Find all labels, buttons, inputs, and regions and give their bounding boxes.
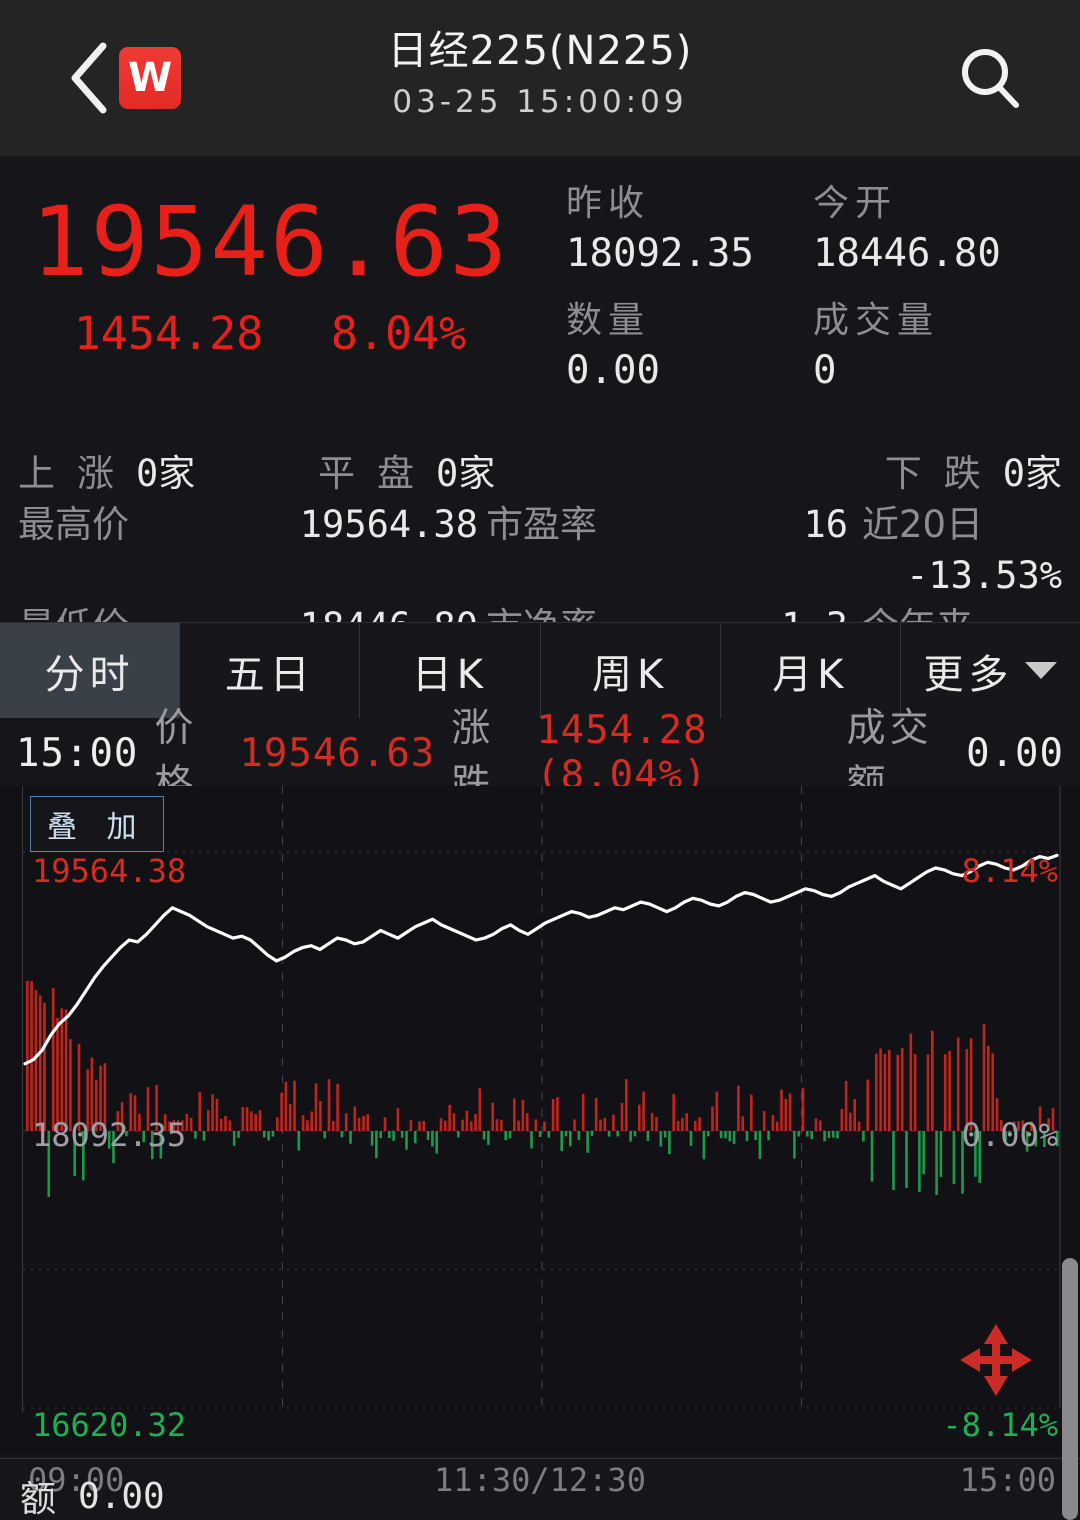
chart-period-tabs: 分时 五日 日K 周K 月K 更多 [0,622,1080,718]
quote-field-quantity: 数量 0.00 [566,297,813,396]
info-time: 15:00 [16,730,139,776]
turnover-footer-label: 额 [20,1479,57,1520]
breadth-up: 上涨 0家 [18,448,318,499]
stat-label-20d: 近20日 -13.53% [848,499,1062,601]
quote-field-label: 数量 [566,300,651,342]
axis-label-high: 19564.38 [32,852,187,890]
overlay-button[interactable]: 叠 加 [30,796,164,852]
quote-field-label: 今开 [813,183,898,224]
price-line [23,853,1059,1066]
stat-value-high: 19564.38 [299,503,478,547]
volume-bars [26,981,1059,1197]
breadth-up-label: 上涨 [18,452,136,495]
info-price-value: 19546.63 [239,730,436,776]
tab-monthly-k[interactable]: 月K [721,623,901,718]
quote-field-volume: 成交量 0 [813,297,1060,396]
breadth-down: 下跌 0家 [648,448,1062,499]
price-block: 19546.63 1454.28 8.04% [0,192,540,360]
search-button[interactable] [952,40,1028,116]
tab-more[interactable]: 更多 [901,623,1080,718]
info-change-value: 1454.28 (8.04%) [536,708,708,798]
tab-five-day[interactable]: 五日 [180,623,361,718]
axis-label-high-pct: 8.14% [961,852,1058,890]
tab-fenshi[interactable]: 分时 [0,623,181,718]
app-header: W 日经225(N225) 03-25 15:00:09 [0,0,1080,156]
quote-panel: 19546.63 1454.28 8.04% 昨收 18092.35 今开 18… [0,156,1080,699]
quote-fields: 昨收 18092.35 今开 18446.80 数量 0.00 成交量 0 [566,180,1060,397]
quote-field-value: 18446.80 [813,230,1001,276]
tab-daily-k[interactable]: 日K [360,623,541,718]
quote-field-value: 0 [813,347,837,393]
stat-value-20d: -13.53% [906,554,1062,598]
stat-label-high: 最高价 [18,503,129,547]
price-change-row: 1454.28 8.04% [0,307,540,360]
breadth-down-label: 下跌 [884,452,1003,495]
breadth-flat-value: 0家 [436,452,496,495]
quote-field-open: 今开 18446.80 [813,180,1060,279]
time-tick-close: 15:00 [959,1461,1056,1499]
tab-label: 周K [591,651,669,698]
stat-label-20d-text: 近20日 [862,503,984,547]
turnover-footer: 额 0.00 [0,1472,1080,1520]
quote-field-prev-close: 昨收 18092.35 [566,180,813,279]
info-change-label: 涨跌 [451,706,495,807]
chevron-left-icon [71,42,107,114]
search-icon [962,49,1019,108]
stat-label-pe: 市盈率 [486,503,597,547]
last-price: 19546.63 [30,186,510,298]
axis-label-low: 16620.32 [32,1406,187,1444]
breadth-flat: 平盘 0家 [318,448,648,499]
chart-canvas [23,786,1061,1409]
quote-field-value: 18092.35 [566,230,754,276]
price-change: 1454.28 [73,306,264,360]
breadth-flat-label: 平盘 [318,452,436,495]
breadth-up-value: 0家 [136,452,196,495]
back-button[interactable] [55,33,125,123]
market-breadth-row: 上涨 0家 平盘 0家 下跌 0家 [18,448,1062,499]
quote-field-value: 0.00 [566,347,660,393]
tab-weekly-k[interactable]: 周K [541,623,721,718]
turnover-footer-value: 0.00 [78,1475,165,1517]
info-turnover-value: 0.00 [966,730,1064,776]
info-turnover-label: 成交额 [846,706,933,807]
axis-label-low-pct: -8.14% [942,1406,1058,1444]
tab-label: 日K [411,651,489,698]
chart-plot-area[interactable] [22,786,1061,1412]
page-scrollbar[interactable] [1062,1258,1078,1520]
axis-label-mid-pct: 0.00% [961,1116,1058,1154]
app-logo-text: W [127,55,173,101]
crosshair-info-bar: 15:00 价格 19546.63 涨跌 1454.28 (8.04%) 成交额… [0,706,1080,807]
axis-label-mid: 18092.35 [32,1116,187,1154]
stats-row-high: 最高价 19564.38 市盈率 16 近20日 -13.53% [18,499,1062,601]
intraday-chart[interactable]: 叠 加 19564.38 8.14% 18092.35 0.00% 16620.… [0,786,1080,1454]
tab-label: 五日 [224,651,315,698]
tab-label: 月K [772,651,849,698]
tab-label: 分时 [44,651,135,698]
stat-value-pe: 16 [803,503,848,547]
quote-field-label: 成交量 [813,300,940,342]
chart-time-axis: 09:00 11:30/12:30 15:00 [0,1458,1080,1506]
four-way-arrow-icon[interactable] [954,1318,1038,1402]
time-tick-open: 09:00 [28,1461,125,1499]
quote-field-label: 昨收 [566,183,651,224]
app-logo[interactable]: W [119,47,181,109]
time-tick-midday: 11:30/12:30 [434,1461,646,1499]
price-change-pct: 8.04% [330,306,467,360]
chevron-down-icon [1025,662,1058,679]
breadth-down-value: 0家 [1002,452,1062,495]
tab-label: 更多 [923,651,1014,698]
